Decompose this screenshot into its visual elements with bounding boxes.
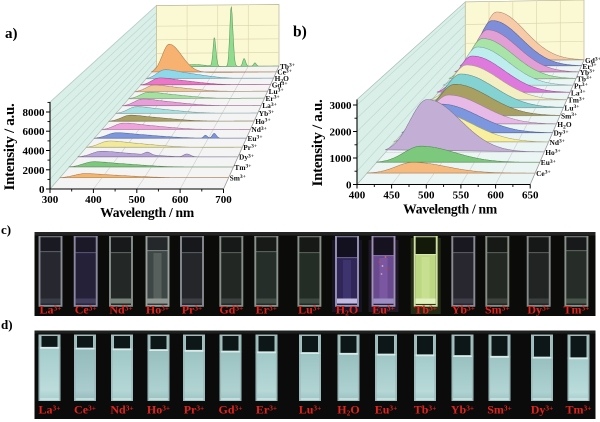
svg-text:0: 0 bbox=[346, 180, 352, 192]
svg-text:La3+: La3+ bbox=[262, 101, 277, 110]
svg-text:400: 400 bbox=[85, 194, 102, 206]
svg-text:400: 400 bbox=[349, 190, 366, 202]
svg-text:500: 500 bbox=[418, 190, 435, 202]
svg-text:Er3+: Er3+ bbox=[266, 94, 280, 103]
svg-text:Eu3+: Eu3+ bbox=[541, 158, 556, 167]
svg-text:Lu3+: Lu3+ bbox=[564, 103, 579, 112]
svg-text:450: 450 bbox=[383, 190, 400, 202]
svg-text:Eu3+: Eu3+ bbox=[248, 134, 263, 143]
svg-text:3000: 3000 bbox=[330, 100, 353, 112]
svg-text:H2O: H2O bbox=[557, 120, 572, 131]
svg-text:Wavelength / nm: Wavelength / nm bbox=[100, 205, 195, 220]
svg-text:2000: 2000 bbox=[330, 127, 353, 139]
svg-text:Pr3+: Pr3+ bbox=[574, 81, 588, 90]
svg-text:Intensity / a.u.: Intensity / a.u. bbox=[2, 103, 18, 190]
svg-text:a): a) bbox=[5, 26, 18, 42]
svg-text:Tb3+: Tb3+ bbox=[280, 62, 295, 71]
svg-text:Yb3+: Yb3+ bbox=[259, 109, 274, 118]
svg-text:0: 0 bbox=[39, 184, 45, 196]
svg-text:Gd3+: Gd3+ bbox=[272, 80, 288, 89]
svg-text:Lu3+: Lu3+ bbox=[269, 87, 284, 96]
svg-text:600: 600 bbox=[487, 190, 504, 202]
svg-text:6000: 6000 bbox=[23, 126, 46, 138]
svg-text:Dy3+: Dy3+ bbox=[239, 153, 254, 162]
svg-text:c): c) bbox=[1, 222, 11, 237]
svg-text:Tm3+: Tm3+ bbox=[234, 163, 251, 172]
svg-text:Ce3+: Ce3+ bbox=[536, 169, 551, 178]
svg-text:Ce3+: Ce3+ bbox=[277, 68, 292, 77]
svg-text:Ho3+: Ho3+ bbox=[255, 117, 270, 126]
svg-text:H2O: H2O bbox=[275, 74, 290, 85]
svg-text:H2O: H2O bbox=[336, 303, 358, 318]
svg-text:1000: 1000 bbox=[330, 153, 353, 165]
svg-text:Tm3+: Tm3+ bbox=[568, 96, 585, 105]
svg-text:Er3+: Er3+ bbox=[582, 62, 596, 71]
svg-text:Gd3+: Gd3+ bbox=[585, 56, 600, 65]
svg-text:500: 500 bbox=[129, 194, 146, 206]
svg-text:b): b) bbox=[293, 24, 307, 41]
svg-text:Dy3+: Dy3+ bbox=[554, 129, 569, 138]
svg-text:Sm3+: Sm3+ bbox=[230, 174, 246, 183]
svg-text:Nd3+: Nd3+ bbox=[550, 138, 565, 147]
svg-text:300: 300 bbox=[42, 194, 59, 206]
svg-text:8000: 8000 bbox=[23, 107, 46, 119]
svg-text:700: 700 bbox=[215, 194, 232, 206]
svg-text:4000: 4000 bbox=[23, 146, 46, 158]
svg-text:2000: 2000 bbox=[23, 165, 46, 177]
svg-text:d): d) bbox=[1, 317, 13, 332]
svg-text:Tb3+: Tb3+ bbox=[577, 75, 592, 84]
svg-text:Yb3+: Yb3+ bbox=[580, 68, 595, 77]
svg-text:Pr3+: Pr3+ bbox=[243, 143, 257, 152]
svg-text:Nd3+: Nd3+ bbox=[251, 125, 266, 134]
svg-text:La3+: La3+ bbox=[571, 88, 586, 97]
svg-text:H2O: H2O bbox=[337, 403, 359, 418]
svg-text:Ho3+: Ho3+ bbox=[545, 148, 560, 157]
svg-text:650: 650 bbox=[522, 190, 539, 202]
svg-text:Sm3+: Sm3+ bbox=[561, 111, 577, 120]
svg-text:Intensity / a.u.: Intensity / a.u. bbox=[310, 99, 326, 186]
svg-text:550: 550 bbox=[453, 190, 470, 202]
svg-text:Wavelength / nm: Wavelength / nm bbox=[403, 202, 498, 217]
svg-text:600: 600 bbox=[172, 194, 189, 206]
